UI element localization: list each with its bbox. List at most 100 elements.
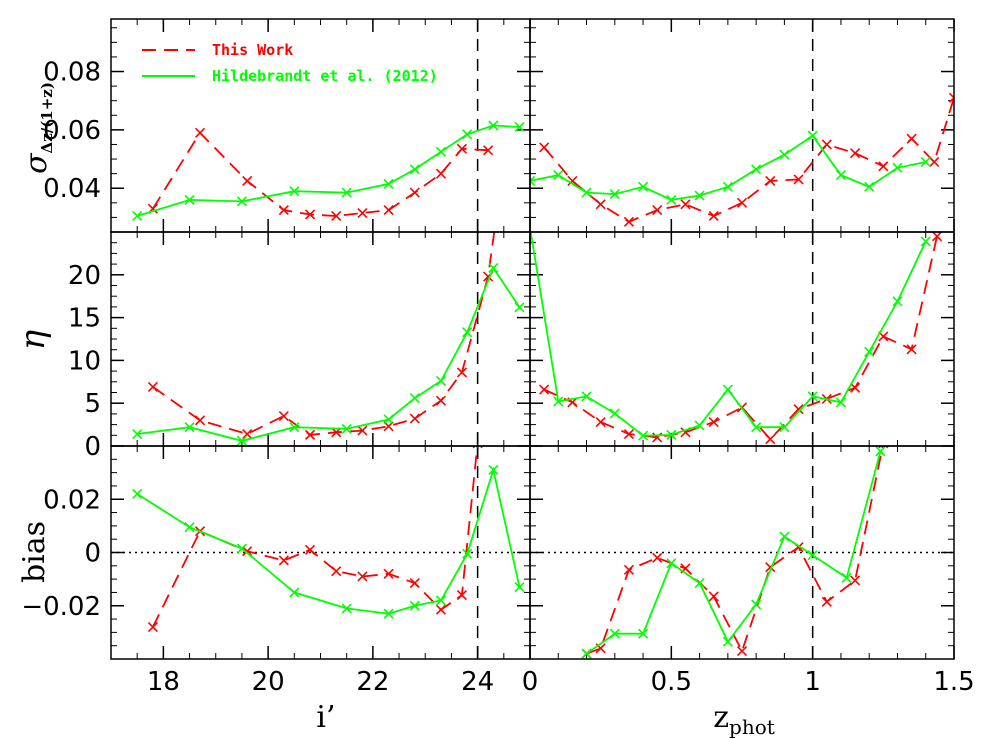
data-point-this-work [409, 413, 420, 424]
data-point-hildebrandt [807, 550, 818, 561]
data-point-hildebrandt [236, 196, 248, 207]
data-point-this-work [567, 175, 578, 187]
data-point-hildebrandt [722, 181, 733, 192]
data-point-hildebrandt [341, 603, 352, 614]
data-point-hildebrandt [383, 414, 394, 425]
y-tick-label: 0.08 [43, 58, 101, 88]
axis-ticks [110, 19, 955, 660]
y-tick-label: 5 [84, 389, 101, 419]
data-point-hildebrandt [751, 164, 762, 175]
panel-frame-sigma-right [529, 18, 955, 233]
xlabel-i-band: i’ [316, 700, 335, 735]
data-point-hildebrandt [462, 129, 473, 140]
x-tick-label: 18 [147, 667, 180, 697]
data-point-this-work [708, 210, 719, 222]
xlabel-z-sub: phot [729, 715, 775, 739]
panel-series-eta-left [132, 232, 525, 446]
data-point-hildebrandt [638, 430, 649, 441]
data-point-this-work [483, 145, 494, 156]
data-point-hildebrandt [666, 558, 677, 569]
data-point-hildebrandt [892, 162, 903, 173]
data-point-this-work [147, 621, 158, 633]
data-point-hildebrandt [184, 194, 195, 205]
y-tick-label: 0.04 [43, 174, 101, 204]
ylabel-bias: bias [17, 521, 52, 583]
data-point-hildebrandt [779, 422, 790, 433]
data-point-this-work [539, 142, 550, 153]
data-point-hildebrandt [435, 146, 447, 157]
xlabel-zphot: zphot [713, 700, 775, 739]
data-point-this-work [765, 434, 776, 445]
x-tick-label: 20 [252, 667, 285, 697]
panel-frame-bias-right [529, 445, 955, 660]
data-point-hildebrandt [807, 391, 818, 402]
data-point-this-work [680, 199, 691, 210]
data-point-hildebrandt [383, 178, 394, 189]
data-point-hildebrandt [638, 181, 649, 192]
data-point-hildebrandt [581, 648, 592, 659]
panel-frames [110, 18, 955, 660]
data-point-this-work [708, 416, 719, 428]
data-point-hildebrandt [462, 548, 473, 559]
data-point-hildebrandt [409, 600, 420, 611]
data-point-hildebrandt [341, 187, 352, 198]
x-tick-label: 0 [522, 667, 539, 697]
data-point-hildebrandt [581, 391, 592, 402]
data-point-hildebrandt [488, 464, 499, 476]
data-point-this-work [793, 404, 804, 415]
data-point-this-work [850, 148, 861, 159]
x-tick-label: 1 [804, 667, 821, 697]
xlabel-i-prime: ’ [326, 700, 336, 735]
x-tick-label: 0.5 [651, 667, 692, 697]
xlabel-i-main: i [316, 700, 326, 735]
data-point-this-work [242, 546, 253, 557]
data-point-hildebrandt [341, 423, 352, 434]
y-tick-label: 20 [68, 261, 101, 291]
data-point-hildebrandt [132, 428, 143, 440]
data-point-hildebrandt [289, 422, 300, 433]
ylabel-sigma-sub: Δz/(1+z) [38, 82, 56, 153]
data-point-this-work [435, 168, 447, 179]
x-tick-label: 1.5 [933, 667, 974, 697]
series-line-this-work-eta-left [152, 232, 496, 436]
panel-series-sigma-right [530, 92, 954, 227]
data-point-this-work [623, 216, 634, 227]
data-point-hildebrandt [609, 408, 620, 419]
data-point-this-work [652, 552, 663, 563]
data-point-hildebrandt [514, 302, 525, 313]
data-point-this-work [278, 555, 289, 566]
series-line-hildebrandt-sigma-left [136, 124, 520, 217]
data-point-this-work [435, 395, 447, 406]
y-tick-label: 0.06 [43, 116, 101, 146]
panel-frame-eta-left [110, 231, 531, 447]
data-point-this-work [652, 205, 663, 216]
data-point-this-work [931, 232, 943, 242]
data-point-this-work [409, 578, 420, 589]
x-tick-label: 22 [356, 667, 389, 697]
data-point-hildebrandt [751, 422, 762, 433]
ylabel-sigma: σΔz/(1+z) [19, 82, 56, 174]
y-tick-label: 0.02 [43, 485, 101, 515]
data-point-hildebrandt [609, 628, 620, 639]
data-point-hildebrandt [722, 384, 733, 395]
series-line-this-work-bias-right [586, 446, 884, 655]
y-tick-label: 0 [84, 539, 101, 569]
data-point-hildebrandt [514, 582, 525, 593]
legend-hildebrandt-label: Hildebrandt et al. (2012) [212, 67, 438, 85]
data-point-this-work [435, 604, 447, 615]
data-point-this-work [357, 571, 368, 582]
data-point-hildebrandt [864, 181, 875, 192]
data-point-hildebrandt [892, 296, 903, 307]
data-point-hildebrandt [409, 164, 420, 175]
data-point-hildebrandt [488, 120, 499, 131]
series-line-hildebrandt-eta-left [137, 266, 521, 442]
data-point-this-work [304, 429, 316, 440]
data-point-hildebrandt [807, 130, 818, 141]
data-point-this-work [623, 428, 634, 440]
xlabel-z-main: z [713, 700, 729, 735]
data-point-this-work [304, 544, 316, 555]
data-point-this-work [383, 568, 394, 579]
data-point-hildebrandt [184, 522, 195, 533]
data-point-this-work [793, 174, 804, 185]
data-point-hildebrandt [236, 543, 248, 554]
